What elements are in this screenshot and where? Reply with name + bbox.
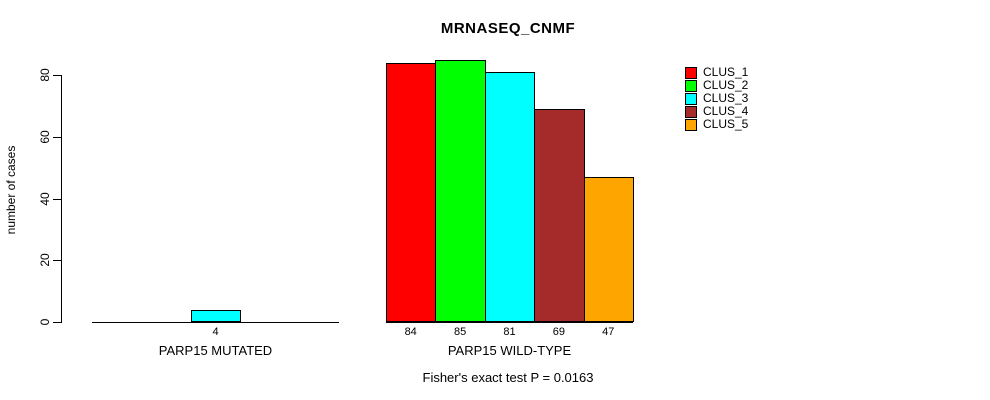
group-baseline — [386, 322, 633, 323]
group-label: PARP15 MUTATED — [158, 343, 273, 358]
y-tick-mark — [53, 136, 61, 138]
legend-item: CLUS_3 — [685, 92, 748, 105]
legend-label: CLUS_2 — [703, 78, 749, 92]
y-axis-title: number of cases — [4, 145, 18, 235]
y-tick-mark — [53, 260, 61, 262]
y-tick-mark — [53, 198, 61, 200]
y-tick-mark — [53, 322, 61, 323]
y-tick-label: 60 — [38, 130, 52, 144]
bar-CLUS_4 — [534, 108, 585, 322]
legend-item: CLUS_5 — [685, 118, 748, 131]
legend-swatch — [685, 66, 697, 79]
bar-CLUS_2 — [435, 59, 486, 322]
bar-value-label: 69 — [552, 326, 566, 338]
bar-CLUS_1 — [386, 62, 437, 322]
legend-swatch — [685, 105, 697, 118]
legend-item: CLUS_4 — [685, 105, 748, 118]
legend-swatch — [685, 118, 697, 131]
y-tick-label: 80 — [38, 68, 52, 82]
legend-swatch — [685, 92, 697, 105]
bar-CLUS_5 — [583, 176, 634, 322]
chart-title: MRNASEQ_CNMF — [440, 20, 576, 37]
legend-label: CLUS_1 — [703, 65, 749, 79]
legend-item: CLUS_2 — [685, 79, 748, 92]
group-baseline — [92, 322, 339, 323]
bar-value-label: 4 — [212, 326, 219, 338]
bar-CLUS_3 — [190, 309, 242, 322]
y-tick-mark — [53, 75, 61, 76]
legend-swatch — [685, 79, 697, 92]
bar-CLUS_3 — [484, 71, 536, 322]
legend-label: CLUS_5 — [703, 117, 749, 131]
legend-item: CLUS_1 — [685, 66, 748, 79]
bar-value-label: 85 — [453, 326, 467, 338]
y-tick-label: 20 — [38, 253, 52, 267]
bar-value-label: 81 — [503, 326, 516, 338]
group-label: PARP15 WILD-TYPE — [447, 343, 572, 358]
legend-label: CLUS_3 — [703, 91, 749, 105]
bar-value-label: 47 — [602, 326, 615, 338]
y-tick-label: 40 — [38, 191, 52, 206]
bar-value-label: 84 — [404, 326, 417, 338]
footnote: Fisher's exact test P = 0.0163 — [422, 370, 594, 385]
y-axis-line — [61, 75, 62, 323]
legend: CLUS_1 CLUS_2 CLUS_3 CLUS_4 CLUS_5 — [685, 66, 748, 131]
legend-label: CLUS_4 — [703, 104, 749, 118]
y-tick-label: 0 — [38, 318, 52, 326]
